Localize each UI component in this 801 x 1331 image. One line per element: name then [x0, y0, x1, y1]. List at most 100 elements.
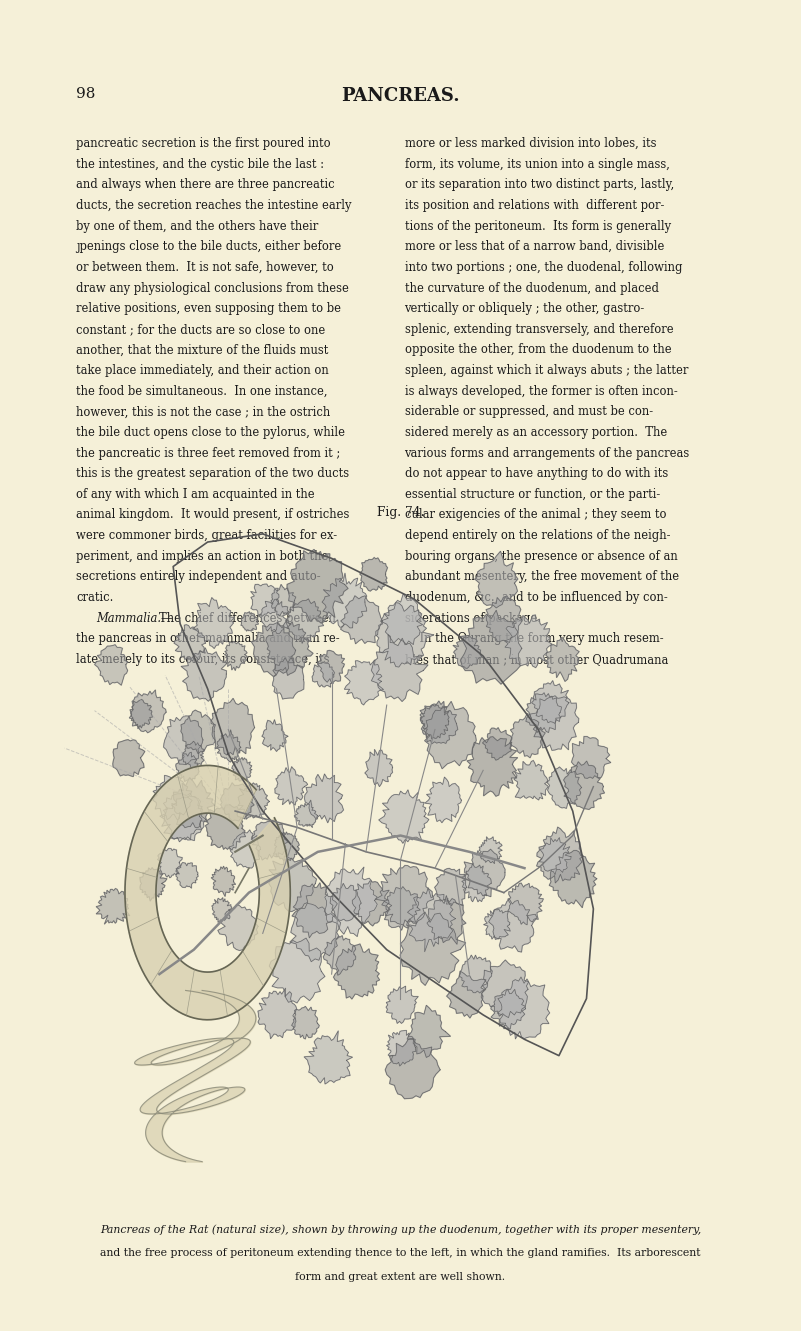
Polygon shape [489, 898, 537, 952]
Polygon shape [140, 868, 167, 901]
Polygon shape [380, 594, 423, 644]
Polygon shape [171, 777, 215, 828]
Text: essential structure or function, or the parti-: essential structure or function, or the … [405, 487, 660, 500]
Polygon shape [407, 1005, 450, 1057]
Polygon shape [220, 783, 254, 821]
Polygon shape [385, 1038, 441, 1099]
Polygon shape [275, 767, 308, 805]
Polygon shape [292, 1006, 320, 1040]
Polygon shape [514, 760, 548, 800]
Polygon shape [537, 827, 583, 882]
Polygon shape [217, 729, 241, 763]
Polygon shape [379, 789, 429, 844]
Polygon shape [287, 550, 348, 623]
Text: In the Ourang the form very much resem-: In the Ourang the form very much resem- [405, 632, 663, 646]
Polygon shape [546, 767, 582, 808]
Text: PANCREAS.: PANCREAS. [341, 87, 460, 105]
Polygon shape [211, 866, 235, 897]
Polygon shape [376, 603, 433, 667]
Polygon shape [484, 909, 510, 940]
Text: tions of the peritoneum.  Its form is generally: tions of the peritoneum. Its form is gen… [405, 220, 670, 233]
Polygon shape [491, 989, 525, 1029]
Text: bouring organs, the presence or absence of an: bouring organs, the presence or absence … [405, 550, 678, 563]
Polygon shape [231, 757, 252, 781]
Text: 98: 98 [76, 87, 95, 101]
Polygon shape [130, 700, 152, 729]
Polygon shape [421, 701, 458, 744]
Text: ȷpenings close to the bile ducts, either before: ȷpenings close to the bile ducts, either… [76, 240, 341, 253]
Polygon shape [564, 761, 605, 809]
Polygon shape [153, 776, 192, 820]
Text: The chief differences between: The chief differences between [159, 611, 336, 624]
Text: more or less that of a narrow band, divisible: more or less that of a narrow band, divi… [405, 240, 664, 253]
Polygon shape [330, 884, 361, 921]
Polygon shape [113, 740, 145, 777]
Polygon shape [259, 599, 289, 634]
Polygon shape [224, 642, 248, 671]
Polygon shape [549, 851, 597, 908]
Text: pancreatic secretion is the first poured into: pancreatic secretion is the first poured… [76, 137, 331, 150]
Text: late merely to its colour, its consistence, its: late merely to its colour, its consisten… [76, 652, 329, 666]
Text: cratic.: cratic. [76, 591, 114, 604]
Text: splenic, extending transversely, and therefore: splenic, extending transversely, and the… [405, 322, 673, 335]
Polygon shape [211, 699, 255, 755]
Polygon shape [312, 663, 335, 687]
Polygon shape [510, 713, 545, 757]
Polygon shape [175, 752, 199, 781]
Polygon shape [475, 551, 518, 608]
Polygon shape [205, 805, 246, 851]
Text: various forms and arrangements of the pancreas: various forms and arrangements of the pa… [405, 446, 690, 459]
Polygon shape [272, 658, 304, 699]
Polygon shape [211, 897, 231, 922]
Text: the food be simultaneous.  In one instance,: the food be simultaneous. In one instanc… [76, 385, 328, 398]
Polygon shape [461, 610, 521, 684]
Polygon shape [183, 741, 204, 768]
Polygon shape [497, 977, 549, 1040]
Text: the pancreas in other mammalia and man re-: the pancreas in other mammalia and man r… [76, 632, 340, 646]
Polygon shape [269, 938, 325, 1004]
Polygon shape [447, 972, 486, 1018]
Text: opposite the other, from the duodenum to the: opposite the other, from the duodenum to… [405, 343, 671, 357]
Polygon shape [372, 635, 428, 701]
Polygon shape [317, 651, 344, 683]
Text: cular exigencies of the animal ; they seem to: cular exigencies of the animal ; they se… [405, 508, 666, 522]
Polygon shape [467, 736, 517, 796]
Text: or its separation into two distinct parts, lastly,: or its separation into two distinct part… [405, 178, 674, 192]
Text: of any with which I am acquainted in the: of any with which I am acquainted in the [76, 487, 315, 500]
Polygon shape [238, 783, 269, 820]
Polygon shape [532, 680, 569, 724]
Polygon shape [324, 936, 356, 976]
Text: the bile duct opens close to the pylorus, while: the bile duct opens close to the pylorus… [76, 426, 345, 439]
Polygon shape [164, 796, 206, 841]
Polygon shape [400, 912, 465, 985]
Text: into two portions ; one, the duodenal, following: into two portions ; one, the duodenal, f… [405, 261, 682, 274]
Polygon shape [322, 574, 367, 628]
Polygon shape [482, 728, 512, 760]
Polygon shape [229, 831, 260, 868]
Polygon shape [160, 793, 202, 841]
Polygon shape [344, 660, 384, 705]
Polygon shape [375, 865, 434, 930]
Polygon shape [539, 837, 571, 874]
Text: bles that of man ; in most other Quadrumana: bles that of man ; in most other Quadrum… [405, 652, 668, 666]
Text: another, that the mixture of the fluids must: another, that the mixture of the fluids … [76, 343, 328, 357]
Text: form, its volume, its union into a single mass,: form, its volume, its union into a singl… [405, 157, 670, 170]
Text: the curvature of the duodenum, and placed: the curvature of the duodenum, and place… [405, 281, 658, 294]
Polygon shape [252, 623, 296, 676]
Text: periment, and implies an action in both the: periment, and implies an action in both … [76, 550, 328, 563]
Text: do not appear to have anything to do with its: do not appear to have anything to do wit… [405, 467, 668, 480]
Polygon shape [479, 837, 502, 864]
Polygon shape [258, 988, 296, 1038]
Polygon shape [192, 598, 235, 648]
Polygon shape [340, 596, 383, 644]
Polygon shape [352, 881, 390, 926]
Text: constant ; for the ducts are so close to one: constant ; for the ducts are so close to… [76, 322, 325, 335]
Text: or between them.  It is not safe, however, to: or between them. It is not safe, however… [76, 261, 334, 274]
Polygon shape [407, 888, 456, 952]
Text: Fig. 74.: Fig. 74. [376, 506, 425, 519]
Polygon shape [365, 749, 392, 787]
Text: abundant mesentery, the free movement of the: abundant mesentery, the free movement of… [405, 570, 678, 583]
Polygon shape [526, 692, 562, 733]
Text: its position and relations with  different por-: its position and relations with differen… [405, 198, 664, 212]
Polygon shape [129, 689, 166, 733]
